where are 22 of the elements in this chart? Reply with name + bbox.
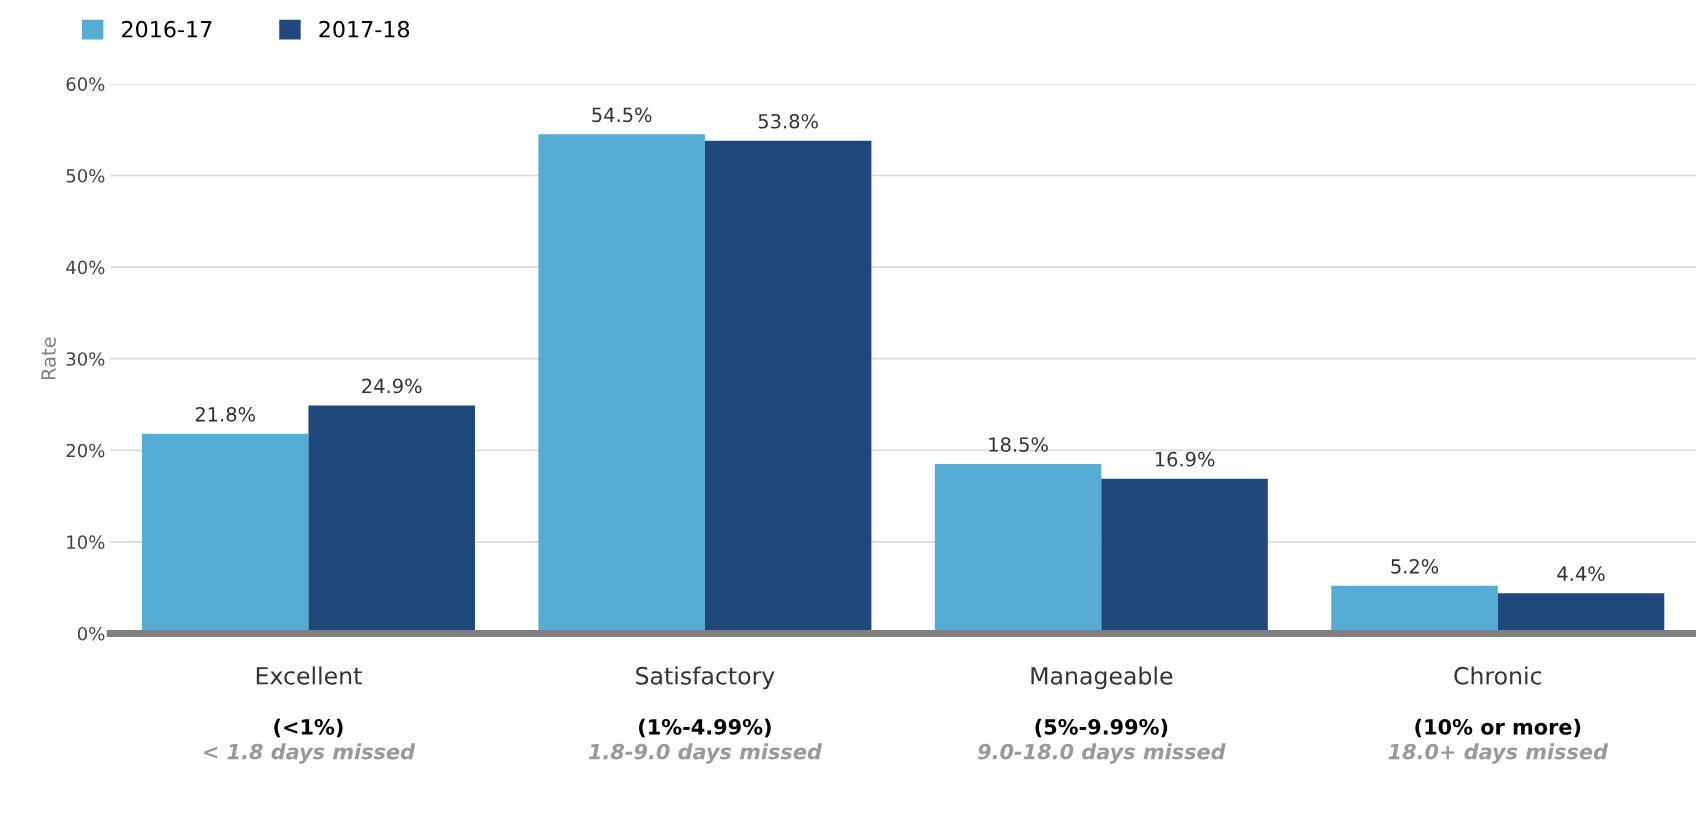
- y-tick-label: 40%: [66, 260, 105, 275]
- category-label: Chronic (10% or more) 18.0+ days missed: [1388, 666, 1609, 764]
- data-label: 16.9%: [1155, 451, 1215, 467]
- category-label: Manageable (5%-9.99%) 9.0-18.0 days missed: [977, 666, 1226, 764]
- y-tick-label: 20%: [66, 443, 105, 458]
- data-label: 24.9%: [362, 378, 422, 394]
- category-label: Satisfactory (1%-4.99%) 1.8-9.0 days missed: [588, 666, 823, 764]
- data-label: 21.8%: [195, 406, 256, 422]
- legend-label: 2017-18: [319, 20, 410, 38]
- y-axis-title: Rate: [41, 337, 56, 380]
- y-tick-label: 60%: [66, 77, 105, 92]
- data-label: 4.4%: [1557, 566, 1605, 582]
- y-tick-label: 0%: [77, 626, 105, 641]
- y-tick-label: 50%: [66, 168, 105, 183]
- data-label: 18.5%: [989, 437, 1048, 452]
- data-label: 5.2%: [1391, 559, 1439, 574]
- category-label: Excellent (<1%) < 1.8 days missed: [204, 666, 416, 764]
- data-label: 54.5%: [592, 107, 652, 123]
- y-tick-label: 30%: [66, 352, 105, 366]
- legend-label: 2016-17: [122, 20, 212, 38]
- y-tick-label: 10%: [67, 535, 105, 549]
- data-label: 53.8%: [758, 113, 818, 129]
